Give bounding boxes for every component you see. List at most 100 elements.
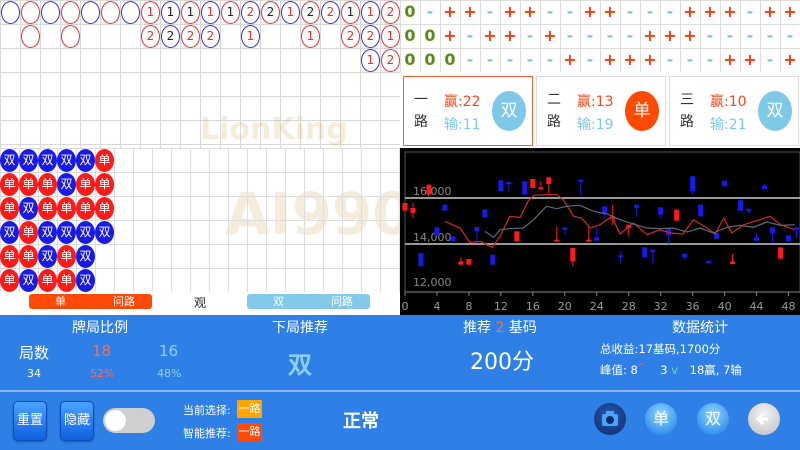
road-mark: +	[443, 2, 457, 21]
road-mark: +	[543, 26, 557, 45]
candle-body	[570, 248, 576, 262]
road-mark: +	[463, 2, 477, 21]
road-mark: -	[766, 50, 774, 69]
candle-body	[458, 261, 464, 265]
road-mark: -	[466, 26, 474, 45]
hide-button[interactable]: 隐藏	[60, 401, 94, 441]
peak-value: 峰值: 8	[600, 363, 638, 377]
bead: 双	[0, 149, 19, 172]
win-count: 赢:10	[710, 94, 747, 110]
road-bead	[61, 1, 80, 24]
bet-title-b: 基码	[508, 320, 537, 336]
bead: 双	[19, 197, 38, 220]
back-button[interactable]	[748, 403, 780, 435]
ask-single-button[interactable]: 单 问路	[29, 294, 152, 309]
candle-body	[634, 204, 640, 209]
bead: 单	[57, 197, 76, 220]
win-loss-record: 18赢, 7输	[689, 363, 742, 377]
lose-count: 输:11	[444, 117, 481, 133]
next-value: 双	[288, 351, 312, 379]
ask-double-ask: 问路	[331, 295, 353, 308]
candle-body	[658, 207, 664, 215]
y-tick-label: 16,000	[413, 185, 452, 198]
bet-double-button[interactable]: 双	[697, 403, 729, 435]
candle-body	[738, 200, 744, 211]
road-mark: 0	[404, 26, 416, 45]
road-bead: 1	[341, 1, 360, 24]
toggle-knob	[105, 410, 126, 431]
candle-body	[402, 203, 408, 211]
bead: 双	[57, 173, 76, 196]
bead: 双	[76, 149, 95, 172]
road-mark: -	[686, 50, 694, 69]
road-mark: +	[703, 2, 717, 21]
smart-recommend-value[interactable]: 一路	[237, 423, 262, 441]
candle-body	[410, 208, 416, 213]
candle-body	[586, 239, 592, 242]
road-bead: 2	[381, 49, 400, 72]
road-bead: 2	[321, 1, 340, 24]
candle-body	[722, 180, 728, 187]
bet-single-button[interactable]: 单	[645, 403, 677, 435]
candle-body	[794, 227, 800, 230]
road-mark: -	[586, 50, 594, 69]
toggle-switch[interactable]	[103, 408, 155, 433]
y-tick-label: 14,000	[413, 231, 452, 244]
lane-char: 一	[414, 92, 428, 108]
ask-single-ask: 问路	[113, 295, 135, 308]
road-mark: +	[623, 50, 637, 69]
road-mark: -	[486, 50, 494, 69]
peak-up-mark: ^	[637, 362, 645, 372]
road-mark: -	[526, 50, 534, 69]
road-mark: -	[766, 26, 774, 45]
camera-button[interactable]	[594, 403, 626, 435]
candle-body	[706, 260, 712, 264]
rounds-value: 34	[27, 367, 41, 380]
lose-count: 输:21	[710, 117, 747, 133]
bead: 双	[38, 149, 57, 172]
road-mark: -	[466, 50, 474, 69]
ask-double-button[interactable]: 双 问路	[247, 294, 370, 309]
road-mark: +	[743, 50, 757, 69]
road-mark: -	[786, 26, 794, 45]
bead: 单	[0, 245, 19, 268]
lane-char: 路	[680, 114, 694, 130]
road-bead	[101, 1, 120, 24]
candle-body	[682, 253, 688, 258]
road-bead: 2	[301, 1, 320, 24]
candle-body	[498, 180, 504, 192]
road-mark: -	[566, 26, 574, 45]
lane-card[interactable]: 二路赢:13 输:19 单	[536, 76, 666, 146]
road-mark: +	[763, 2, 777, 21]
candle-body	[618, 255, 624, 258]
bead: 双	[76, 221, 95, 244]
bead: 单	[0, 173, 19, 196]
bead: 双	[57, 149, 76, 172]
bead: 双	[95, 221, 114, 244]
road-bead	[41, 1, 60, 24]
x-tick-label: 40	[718, 300, 732, 313]
road-bead: 1	[201, 1, 220, 24]
bead: 单	[38, 269, 57, 292]
lane-result: 单	[625, 91, 659, 131]
bead: 双	[76, 269, 95, 292]
bead: 单	[19, 245, 38, 268]
road-bead: 2	[341, 25, 360, 48]
x-tick-label: 28	[622, 300, 636, 313]
bead: 单	[76, 173, 95, 196]
reset-button[interactable]: 重置	[13, 401, 47, 441]
smart-recommend-label: 智能推荐:	[183, 427, 231, 440]
ratio-title: 牌局比例	[72, 320, 128, 336]
road-bead	[21, 1, 40, 24]
lane-card[interactable]: 一路赢:22 输:11 双	[403, 76, 533, 146]
camera-icon	[602, 411, 618, 426]
current-choice-value[interactable]: 一路	[237, 400, 262, 418]
trend-chart: 12,000 14,000 16,000 0 4 8 12 16 20 24 28 32 36 40 44 4…	[400, 148, 800, 315]
candle-body	[546, 177, 552, 184]
bead: 单	[95, 197, 114, 220]
bead: 双	[38, 245, 57, 268]
low-value: 3	[660, 363, 668, 377]
lane-card[interactable]: 三路赢:10 输:21 双	[669, 76, 799, 146]
candle-body	[434, 227, 440, 236]
ask-double-label: 双	[273, 295, 284, 308]
